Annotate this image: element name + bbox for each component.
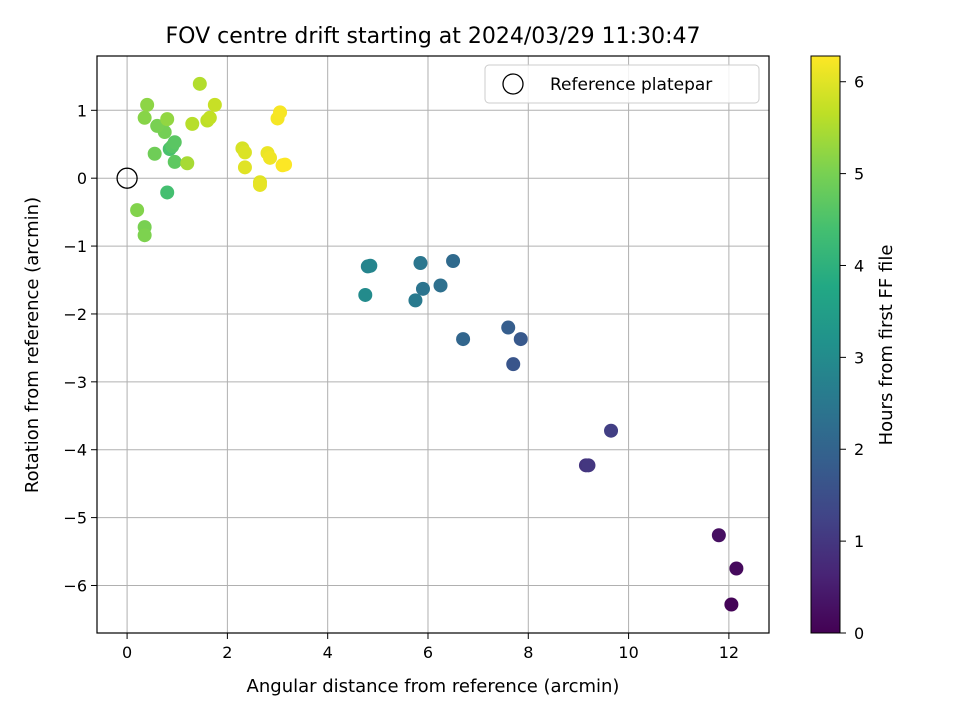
data-point (501, 320, 516, 335)
colorbar-tick-label: 0 (854, 624, 864, 643)
data-point (358, 287, 373, 302)
data-point (160, 112, 175, 127)
x-tick-label: 0 (122, 643, 132, 662)
legend-marker-reference (502, 73, 524, 95)
y-axis-label: Rotation from reference (arcmin) (22, 197, 43, 493)
plot-area-frame (96, 55, 770, 634)
x-tick-label: 12 (719, 643, 739, 662)
data-point (278, 157, 293, 172)
data-point (711, 528, 726, 543)
y-tick-label: −4 (63, 441, 87, 460)
data-point (167, 154, 182, 169)
y-axis: 1 0 −1 −2 −3 −4 −5 −6 (63, 101, 97, 595)
y-tick-label: −5 (63, 509, 87, 528)
data-point (724, 597, 739, 612)
data-point (273, 105, 288, 120)
data-point (130, 203, 145, 218)
data-point (513, 332, 528, 347)
data-point (202, 110, 217, 125)
data-point (729, 561, 744, 576)
x-tick-label: 6 (423, 643, 433, 662)
data-point (446, 254, 461, 269)
data-point (581, 458, 596, 473)
grid-layer (97, 56, 769, 633)
data-point (456, 332, 471, 347)
x-tick-label: 4 (323, 643, 333, 662)
colorbar-gradient (810, 55, 841, 634)
data-point (408, 293, 423, 308)
data-point (185, 116, 200, 131)
data-point (137, 228, 152, 243)
colorbar-tick-label: 5 (854, 165, 864, 184)
colorbar-tick-label: 6 (854, 73, 864, 92)
y-tick-label: −6 (63, 576, 87, 595)
legend-label-reference: Reference platepar (550, 75, 712, 95)
y-tick-label: −1 (63, 237, 87, 256)
data-point (263, 150, 278, 165)
data-point (160, 185, 175, 200)
data-point (140, 97, 155, 112)
colorbar-label: Hours from first FF file (876, 245, 897, 446)
data-point (137, 110, 152, 125)
data-point (150, 118, 165, 133)
reference-layer (116, 167, 138, 189)
data-point (604, 423, 619, 438)
x-tick-label: 2 (222, 643, 232, 662)
colorbar-tick-label: 4 (854, 256, 864, 275)
chart-title: FOV centre drift starting at 2024/03/29 … (166, 24, 701, 49)
colorbar: 0 1 2 3 4 5 6 Hours from first FF file (810, 55, 897, 643)
data-point (207, 97, 222, 112)
data-point (433, 278, 448, 293)
x-tick-label: 10 (618, 643, 638, 662)
data-point (363, 258, 378, 273)
data-point (413, 256, 428, 271)
data-point (180, 156, 195, 171)
x-tick-label: 8 (523, 643, 533, 662)
y-tick-label: −3 (63, 373, 87, 392)
points-layer (130, 76, 744, 612)
x-axis-label: Angular distance from reference (arcmin) (247, 676, 620, 697)
data-point (167, 135, 182, 150)
colorbar-tick-label: 3 (854, 348, 864, 367)
colorbar-tick-label: 2 (854, 440, 864, 459)
y-tick-label: 0 (77, 169, 87, 188)
data-point (192, 76, 207, 91)
data-point (237, 160, 252, 175)
data-point (237, 145, 252, 160)
colorbar-ticks: 0 1 2 3 4 5 6 (840, 73, 864, 643)
colorbar-tick-label: 1 (854, 532, 864, 551)
x-axis: 0 2 4 6 8 10 12 (122, 633, 739, 662)
y-tick-label: −2 (63, 305, 87, 324)
y-tick-label: 1 (77, 101, 87, 120)
data-point (252, 177, 267, 192)
data-point (506, 357, 521, 372)
legend: Reference platepar (484, 64, 760, 104)
data-point (147, 146, 162, 161)
data-point (415, 281, 430, 296)
legend-box (484, 64, 760, 104)
reference-point-marker (116, 167, 138, 189)
